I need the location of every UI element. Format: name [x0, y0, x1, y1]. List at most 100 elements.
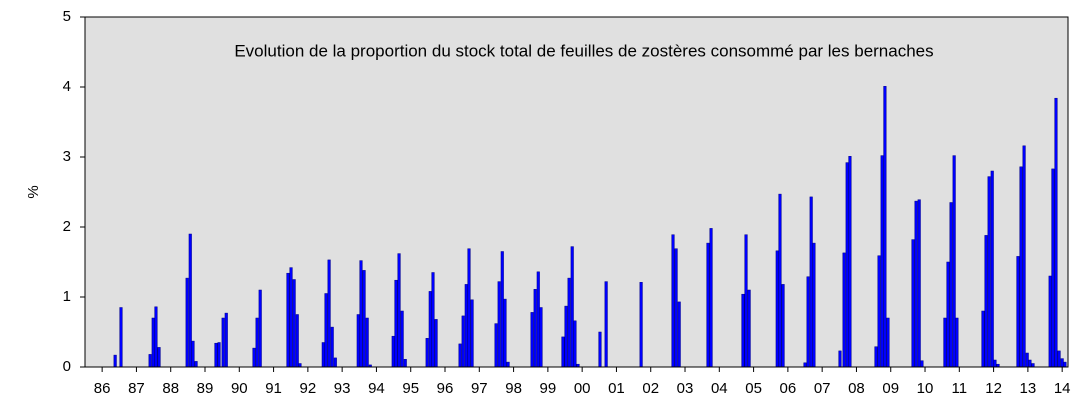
bar — [157, 347, 161, 368]
bar — [113, 354, 117, 368]
bar — [539, 307, 543, 368]
bar — [252, 347, 256, 368]
bar — [1016, 256, 1020, 368]
x-tick-label: 93 — [334, 380, 351, 397]
bar — [397, 253, 401, 368]
bar — [330, 326, 334, 368]
bar — [151, 317, 155, 368]
bar — [803, 362, 807, 368]
bar — [185, 277, 189, 368]
x-tick-label: 95 — [402, 380, 419, 397]
bar — [1028, 359, 1032, 368]
bar — [911, 239, 915, 368]
x-tick-label: 91 — [265, 380, 282, 397]
bar — [470, 299, 474, 368]
bar — [842, 252, 846, 368]
x-tick-label: 00 — [574, 380, 591, 397]
x-tick-label: 89 — [197, 380, 214, 397]
x-tick-label: 10 — [917, 380, 934, 397]
bar — [880, 155, 884, 368]
bar — [886, 317, 890, 368]
x-tick-label: 90 — [231, 380, 248, 397]
bar — [781, 284, 785, 368]
bar — [943, 317, 947, 368]
bar — [356, 314, 360, 368]
bar — [333, 357, 337, 368]
x-tick-label: 97 — [471, 380, 488, 397]
x-tick-label: 02 — [642, 380, 659, 397]
bar — [191, 340, 195, 368]
bar — [883, 86, 887, 368]
bar — [533, 289, 537, 368]
bar — [298, 363, 302, 368]
bar — [536, 271, 540, 368]
bar — [570, 246, 574, 368]
y-tick-label: 5 — [63, 8, 71, 25]
bar — [984, 235, 988, 368]
x-tick-label: 88 — [162, 380, 179, 397]
y-tick-label: 1 — [63, 288, 71, 305]
x-tick-label: 12 — [985, 380, 1002, 397]
bar — [214, 342, 218, 368]
bar — [217, 342, 221, 368]
y-tick-label: 3 — [63, 148, 71, 165]
bar — [1060, 358, 1064, 368]
bar — [1031, 363, 1035, 368]
bar — [747, 289, 751, 368]
bar — [194, 361, 198, 368]
x-tick-label: 04 — [711, 380, 728, 397]
bar — [955, 317, 959, 368]
x-tick-label: 09 — [882, 380, 899, 397]
bar — [461, 315, 465, 368]
bar — [434, 319, 438, 368]
bar — [221, 317, 225, 368]
bar — [530, 312, 534, 368]
x-tick-label: 07 — [814, 380, 831, 397]
bar — [400, 310, 404, 368]
bar — [154, 306, 158, 368]
bar — [1051, 168, 1055, 368]
y-tick-label: 2 — [63, 218, 71, 235]
chart-title: Evolution de la proportion du stock tota… — [234, 41, 933, 60]
bar — [359, 260, 363, 368]
bar — [494, 323, 498, 368]
bar — [848, 156, 852, 368]
x-tick-label: 08 — [848, 380, 865, 397]
bar — [917, 199, 921, 368]
bar — [993, 359, 997, 368]
x-tick-label: 06 — [780, 380, 797, 397]
bar — [639, 282, 643, 368]
bar — [467, 248, 471, 368]
bar — [295, 314, 299, 368]
bar — [506, 361, 510, 368]
bar — [874, 346, 878, 368]
plot-area — [85, 17, 1068, 367]
x-tick-label: 96 — [437, 380, 454, 397]
bar — [258, 289, 262, 368]
bar — [403, 359, 407, 368]
bar — [981, 310, 985, 368]
bar — [119, 307, 123, 368]
bar — [327, 259, 331, 368]
bar — [224, 312, 228, 368]
bar — [431, 272, 435, 368]
bar — [324, 293, 328, 368]
y-axis-label: % — [25, 185, 42, 198]
bar — [573, 320, 577, 368]
x-tick-label: 01 — [608, 380, 625, 397]
bar — [394, 279, 398, 368]
bar — [775, 250, 779, 368]
bar — [188, 233, 192, 368]
bar — [561, 336, 565, 368]
bar — [289, 267, 293, 368]
bar — [845, 162, 849, 368]
bar — [255, 317, 259, 368]
bar — [464, 284, 468, 368]
bar — [744, 234, 748, 368]
bar — [564, 305, 568, 368]
bar — [812, 242, 816, 368]
bar — [286, 272, 290, 368]
x-tick-label: 86 — [94, 380, 111, 397]
bar — [362, 270, 366, 368]
x-tick-label: 05 — [745, 380, 762, 397]
